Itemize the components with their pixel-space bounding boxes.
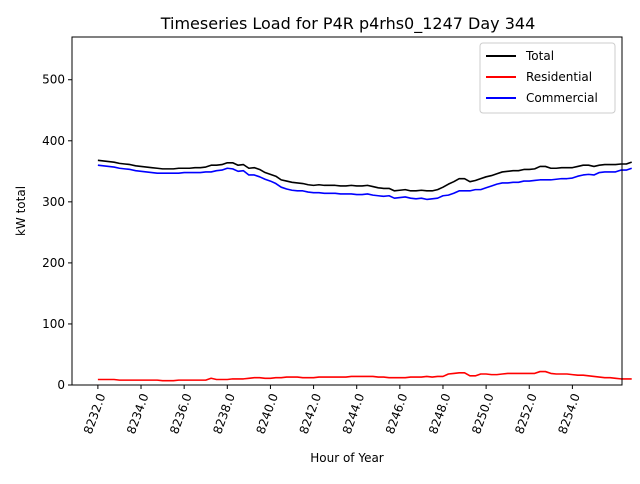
legend-label-residential: Residential <box>526 70 592 84</box>
legend: Total Residential Commercial <box>479 42 616 114</box>
legend-label-total: Total <box>525 49 554 63</box>
y-tick-label: 200 <box>42 256 65 270</box>
y-axis-label: kW total <box>14 186 28 236</box>
y-tick-label: 0 <box>57 378 65 392</box>
legend-box <box>479 42 616 114</box>
y-tick-label: 100 <box>42 317 65 331</box>
y-tick-label: 500 <box>42 73 65 87</box>
y-tick-label: 400 <box>42 134 65 148</box>
plot-lines <box>97 159 632 382</box>
y-axis: 0 100 200 300 400 500 <box>42 73 72 392</box>
series-line-commercial <box>97 164 632 201</box>
series-line-total <box>97 159 632 192</box>
x-axis-label: Hour of Year <box>310 451 384 465</box>
series-line-residential <box>97 370 632 382</box>
legend-label-commercial: Commercial <box>526 91 598 105</box>
y-tick-label: 300 <box>42 195 65 209</box>
plot-frame <box>71 36 623 386</box>
chart-title: Timeseries Load for P4R p4rhs0_1247 Day … <box>160 14 536 34</box>
